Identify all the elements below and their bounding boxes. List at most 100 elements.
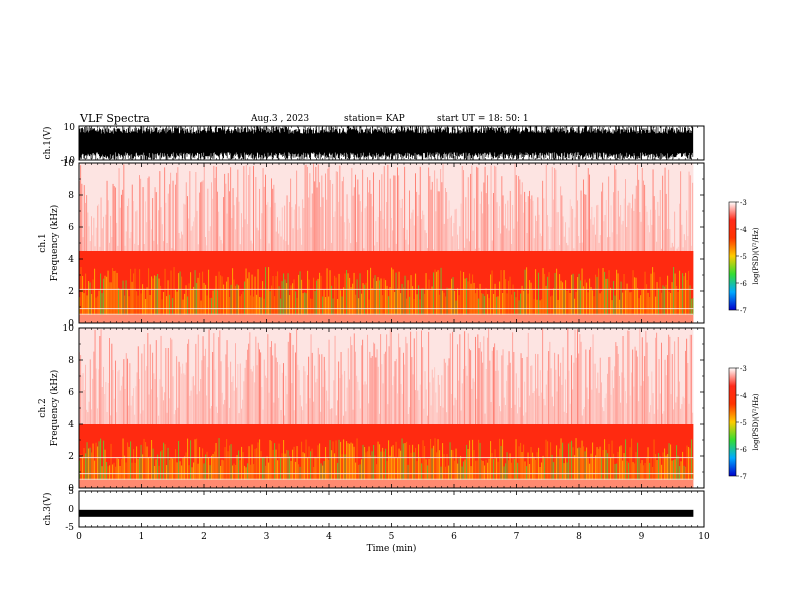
spectrogram-band-stripe [133, 449, 135, 480]
spectrogram-band-stripe [326, 458, 328, 480]
spectrogram-band-stripe [584, 279, 586, 315]
spectrogram-band-stripe [422, 288, 424, 315]
spectrogram-streak [117, 371, 119, 424]
spectrogram-streak [327, 168, 329, 251]
spectrogram-band-stripe [200, 457, 202, 480]
spectrogram-streak [421, 219, 422, 251]
spectrogram-streak [392, 230, 394, 251]
spectrogram-band-stripe [598, 268, 600, 315]
spectrogram-band-stripe [422, 440, 424, 480]
spectrogram-streak [362, 169, 364, 251]
spectrogram-streak [281, 372, 283, 424]
spectrogram-streak [244, 219, 246, 251]
spectrogram-band-stripe [607, 453, 609, 480]
spectrogram-streak [527, 196, 529, 251]
spectrogram-streak [301, 406, 302, 424]
spectrogram-streak [251, 371, 253, 424]
spectrogram-band-stripe [683, 465, 685, 480]
spectrogram-streak [285, 241, 287, 251]
spectrogram-streak [233, 390, 235, 424]
spectrogram-streak [643, 180, 644, 251]
spectrogram-streak [557, 354, 559, 424]
spectrogram-streak [623, 377, 625, 424]
spectrogram-streak [92, 235, 94, 251]
spectrogram-band-stripe [515, 297, 517, 315]
spectrogram-streak [511, 408, 512, 424]
spectrogram-streak [500, 411, 502, 424]
spectrogram-streak [182, 363, 184, 424]
spectrogram-streak [531, 365, 533, 424]
spectrogram-band-stripe [500, 446, 502, 480]
spectrogram-streak [469, 348, 470, 424]
spectrogram-streak [283, 239, 284, 251]
spectrogram-streak [610, 205, 612, 251]
spectrogram-streak [167, 193, 169, 251]
spectrogram-streak [242, 227, 244, 251]
spectrogram-band-stripe [590, 453, 592, 480]
spectrogram-ytick-label: 4 [68, 420, 74, 430]
spectrogram-band-stripe [634, 463, 636, 480]
spectrogram-band-stripe [415, 273, 417, 315]
spectrogram-band-stripe [247, 278, 249, 315]
spectrogram-band-stripe [197, 463, 199, 480]
spectrogram-streak [473, 381, 475, 424]
spectrogram-band-stripe [482, 460, 484, 480]
spectrogram-streak [575, 357, 577, 424]
spectrogram-streak [313, 163, 314, 251]
spectrogram-streak [386, 334, 388, 424]
spectrogram-streak [381, 364, 383, 424]
spectrogram-band-stripe [202, 448, 204, 480]
spectrogram-band-stripe [238, 450, 240, 480]
spectrogram-band-stripe [311, 448, 313, 480]
spectrogram-streak [520, 194, 522, 251]
spectrogram-band-stripe [391, 267, 393, 315]
spectrogram-streak [445, 362, 446, 424]
spectrogram-band-stripe [436, 271, 438, 315]
spectrogram-streak [530, 198, 532, 251]
spectrogram-streak [517, 413, 518, 424]
spectrogram-streak [418, 194, 420, 251]
spectrogram-streak [177, 167, 179, 251]
spectrogram-band-stripe [272, 449, 274, 480]
spectrogram-band-stripe [266, 456, 268, 480]
spectrogram-streak [674, 341, 676, 424]
spectrogram-streak [118, 369, 120, 424]
spectrogram-streak [401, 393, 403, 424]
spectrogram-band-stripe [508, 280, 510, 315]
spectrogram-streak [635, 350, 637, 424]
spectrogram-band-stripe [476, 460, 478, 480]
spectrogram-band-stripe [613, 453, 615, 480]
spectrogram-band-stripe [158, 465, 160, 480]
spectrogram-streak [683, 398, 685, 424]
spectrogram-streak [403, 352, 404, 424]
spectrogram-streak [662, 413, 664, 424]
spectrogram-streak [195, 343, 197, 424]
spectrogram-band-stripe [199, 272, 201, 315]
spectrogram-streak [190, 390, 192, 424]
spectrogram-streak [609, 236, 611, 251]
spectrogram-band-stripe [190, 272, 192, 315]
spectrogram-band-stripe [613, 280, 615, 315]
spectrogram-band-stripe [635, 452, 637, 480]
spectrogram-streak [260, 239, 262, 251]
spectrogram-streak [502, 349, 504, 424]
spectrogram-band-stripe [322, 465, 324, 480]
spectrogram-streak [476, 166, 478, 251]
spectrogram-streak [398, 333, 400, 424]
spectrogram-band-stripe [385, 448, 387, 480]
spectrogram-streak [269, 347, 271, 424]
date-label: Aug.3 , 2023 [251, 114, 310, 124]
spectrogram-streak [327, 400, 329, 424]
spectrogram-band-stripe [100, 273, 102, 315]
spectrogram-band-stripe [406, 298, 408, 315]
spectrogram-band-stripe [236, 455, 238, 480]
spectrogram-band-stripe [427, 465, 429, 480]
spectrogram-streak [339, 378, 341, 424]
spectrogram-streak [340, 216, 342, 251]
spectrogram-band-stripe [575, 291, 577, 315]
spectrogram-band-stripe [169, 459, 171, 480]
spectrogram-band-stripe [160, 285, 162, 315]
spectrogram-band-stripe [610, 457, 612, 480]
spectrogram-streak [633, 386, 635, 424]
spectrogram-streak [453, 405, 455, 424]
